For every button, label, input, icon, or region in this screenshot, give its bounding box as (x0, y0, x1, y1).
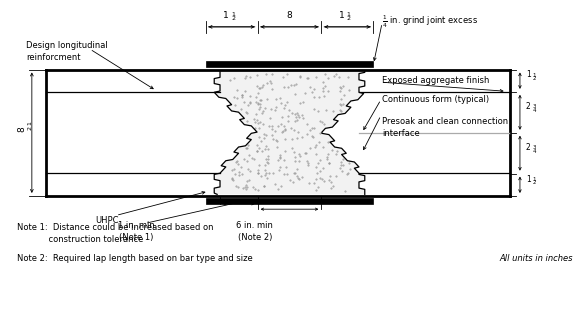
Text: 2: 2 (347, 16, 351, 21)
Text: 8: 8 (17, 127, 26, 132)
Text: 2: 2 (526, 143, 530, 152)
Text: 2: 2 (231, 16, 235, 21)
Text: Presoak and clean connection
interface: Presoak and clean connection interface (382, 117, 508, 138)
Text: 1: 1 (223, 11, 229, 20)
Text: 1: 1 (231, 12, 235, 17)
Text: 6 in. min
(Note 2): 6 in. min (Note 2) (236, 221, 273, 242)
Bar (206, 198, 373, 204)
Bar (206, 61, 373, 67)
Text: All units in inches: All units in inches (500, 254, 573, 263)
Text: 1: 1 (533, 72, 536, 77)
Text: 4: 4 (533, 108, 536, 113)
Polygon shape (214, 71, 365, 194)
Text: 3: 3 (533, 104, 536, 109)
Text: 8: 8 (287, 11, 292, 20)
Text: 1 in. min
(Note 1): 1 in. min (Note 1) (118, 221, 155, 242)
Text: 1: 1 (533, 177, 536, 182)
Text: 2: 2 (526, 102, 530, 111)
Text: Note 1:  Distance could be increased based on
            construction tolerance: Note 1: Distance could be increased base… (17, 223, 214, 244)
Text: UHPC: UHPC (96, 216, 119, 225)
Text: 1: 1 (27, 121, 32, 125)
Text: 3: 3 (533, 145, 536, 150)
Text: Continuous form (typical): Continuous form (typical) (382, 95, 489, 104)
Text: 1: 1 (347, 12, 351, 17)
Text: $\frac{1}{4}$ in. grind joint excess: $\frac{1}{4}$ in. grind joint excess (382, 14, 478, 30)
Text: 2: 2 (27, 126, 32, 130)
Text: 1: 1 (339, 11, 345, 20)
Text: 1: 1 (526, 174, 530, 184)
Text: Design longitudinal
reinforcment: Design longitudinal reinforcment (26, 41, 108, 62)
Text: Note 2:  Required lap length based on bar type and size: Note 2: Required lap length based on bar… (17, 254, 253, 263)
Text: 4: 4 (533, 149, 536, 154)
Text: Exposed aggregate finish: Exposed aggregate finish (382, 76, 489, 85)
Text: 2: 2 (533, 180, 536, 185)
Text: 2: 2 (533, 76, 536, 81)
Text: 1: 1 (526, 70, 530, 79)
